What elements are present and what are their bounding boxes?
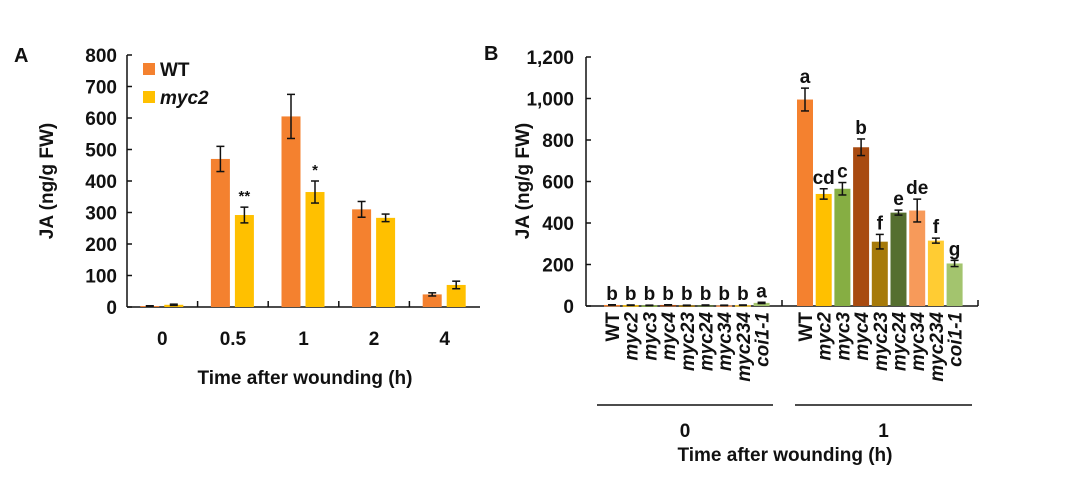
y-tick-label-b: 400 xyxy=(542,214,574,235)
bar-myc24-t1 xyxy=(890,212,907,306)
bar-myc4-t1 xyxy=(853,147,870,306)
bar-myc3-t1 xyxy=(834,188,851,306)
significance-letter: g xyxy=(949,239,961,260)
x-tick-label-a: 4 xyxy=(439,329,450,350)
significance-letter: b xyxy=(606,284,618,305)
x-tick-label-b: myc23 xyxy=(678,312,699,372)
x-tick-label-b: myc234 xyxy=(734,312,755,382)
significance-letter: a xyxy=(800,67,811,88)
x-tick-label-b: myc34 xyxy=(715,312,736,372)
significance-letter: b xyxy=(625,284,637,305)
x-tick-label-b: myc23 xyxy=(871,312,892,372)
y-tick-label-a: 300 xyxy=(85,204,117,225)
x-tick-label-b: myc234 xyxy=(927,312,948,382)
y-tick-label-b: 200 xyxy=(542,256,574,277)
significance-letter: b xyxy=(681,284,693,305)
significance-marker: * xyxy=(312,162,318,179)
bar-myc2-0.5 xyxy=(234,215,254,307)
y-axis-title-b: JA (ng/g FW) xyxy=(513,123,534,239)
bar-myc2-t1 xyxy=(815,193,832,306)
y-tick-label-b: 1,000 xyxy=(526,90,574,111)
y-tick-label-a: 100 xyxy=(85,267,117,288)
y-tick-label-a: 800 xyxy=(85,46,117,67)
significance-letter: b xyxy=(700,284,712,305)
bar-myc2-4 xyxy=(446,284,466,307)
bar-myc2-1 xyxy=(305,192,325,307)
legend-label-WT: WT xyxy=(160,60,190,81)
significance-letter: b xyxy=(662,284,674,305)
x-tick-label-b: myc24 xyxy=(890,312,911,372)
significance-letter: cd xyxy=(813,168,835,189)
y-tick-label-b: 1,200 xyxy=(526,48,574,69)
x-tick-label-b: myc2 xyxy=(815,312,836,361)
x-tick-label-b: WT xyxy=(603,312,624,342)
significance-letter: de xyxy=(906,178,928,199)
y-tick-label-a: 400 xyxy=(85,172,117,193)
x-tick-label-b: myc4 xyxy=(659,312,680,361)
bar-coi1-1-t1 xyxy=(946,263,963,306)
x-tick-label-b: coi1-1 xyxy=(946,312,967,367)
bar-WT-t1 xyxy=(797,99,813,306)
y-tick-label-b: 600 xyxy=(542,173,574,194)
bar-myc34-t1 xyxy=(909,210,926,306)
y-tick-label-a: 600 xyxy=(85,109,117,130)
significance-letter: b xyxy=(718,284,730,305)
x-tick-label-b: myc24 xyxy=(697,312,718,372)
x-tick-label-b: WT xyxy=(796,312,817,342)
y-tick-label-a: 0 xyxy=(106,298,117,319)
y-tick-label-a: 500 xyxy=(85,141,117,162)
x-tick-label-b: myc2 xyxy=(622,312,643,361)
x-tick-label-a: 0 xyxy=(157,329,168,350)
y-tick-label-a: 200 xyxy=(85,235,117,256)
bar-myc23-t1 xyxy=(871,241,888,306)
y-tick-label-a: 700 xyxy=(85,78,117,99)
x-tick-label-b: myc34 xyxy=(908,312,929,372)
significance-letter: a xyxy=(756,281,767,302)
x-tick-label-a: 1 xyxy=(298,329,309,350)
significance-marker: ** xyxy=(239,188,251,205)
bar-WT-4 xyxy=(422,294,442,307)
x-tick-label-b: myc3 xyxy=(833,312,854,361)
bar-WT-1 xyxy=(281,116,301,307)
x-axis-title-a: Time after wounding (h) xyxy=(198,368,413,389)
group-label: 1 xyxy=(878,421,889,442)
significance-letter: b xyxy=(855,118,867,139)
x-tick-label-b: myc3 xyxy=(640,312,661,361)
legend-swatch-WT xyxy=(143,63,155,75)
panel-label-b: B xyxy=(484,43,498,65)
x-tick-label-b: myc4 xyxy=(852,312,873,361)
significance-letter: e xyxy=(893,189,904,210)
bar-myc234-t1 xyxy=(927,240,944,306)
group-label: 0 xyxy=(680,421,691,442)
legend-swatch-myc2 xyxy=(143,91,155,103)
x-tick-label-b: coi1-1 xyxy=(753,312,774,367)
y-tick-label-b: 800 xyxy=(542,131,574,152)
x-tick-label-a: 0.5 xyxy=(220,329,247,350)
bar-WT-2 xyxy=(352,209,372,307)
bar-WT-0.5 xyxy=(210,158,230,307)
x-tick-label-a: 2 xyxy=(369,329,380,350)
panel-label-a: A xyxy=(14,45,28,67)
significance-letter: b xyxy=(737,284,749,305)
y-tick-label-b: 0 xyxy=(563,297,574,318)
bar-coi1-1-t0 xyxy=(753,302,770,306)
significance-letter: c xyxy=(837,162,848,183)
y-axis-title-a: JA (ng/g FW) xyxy=(37,123,58,239)
significance-letter: f xyxy=(933,217,940,238)
legend-label-myc2: myc2 xyxy=(160,88,209,109)
significance-letter: f xyxy=(877,213,884,234)
significance-letter: b xyxy=(644,284,656,305)
bar-myc2-2 xyxy=(376,217,396,307)
x-axis-title-b: Time after wounding (h) xyxy=(678,445,893,466)
